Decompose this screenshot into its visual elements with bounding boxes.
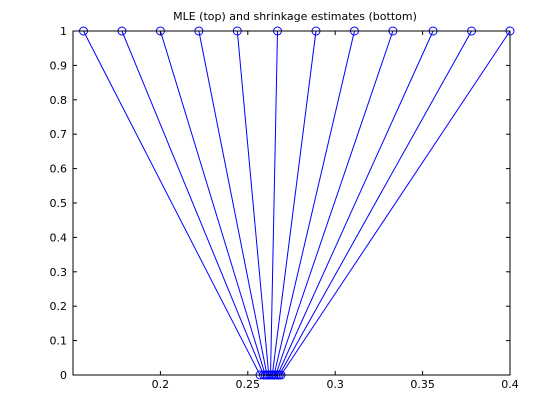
y-tick-label: 0.5 (50, 197, 68, 210)
x-tick-label: 0.2 (152, 378, 170, 391)
series-line-5 (236, 30, 270, 376)
series-line-9 (275, 30, 394, 376)
y-tick-label: 0.8 (50, 94, 68, 107)
series-line-12 (280, 30, 511, 376)
x-tick-label: 0.25 (236, 378, 261, 391)
y-tick-label: 0.1 (50, 335, 68, 348)
series-line-6 (270, 30, 279, 376)
series-line-4 (198, 30, 268, 376)
y-tick-label: 0.2 (50, 300, 68, 313)
x-tick-label: 0.3 (326, 378, 344, 391)
series-line-8 (273, 30, 355, 376)
x-tick-label: 0.4 (501, 378, 519, 391)
series-line-7 (271, 30, 317, 376)
y-tick-label: 0.7 (50, 128, 68, 141)
series-line-1 (83, 30, 261, 376)
y-tick-label: 0.3 (50, 266, 68, 279)
x-tick-label: 0.35 (410, 378, 435, 391)
y-tick-label: 0.9 (50, 59, 68, 72)
axes: 0.2 0.25 0.3 0.35 0.4 0 0.1 0.2 0.3 0.4 0.5 0.6 0.7 0… (50, 25, 519, 391)
y-tick-label: 1 (60, 25, 67, 38)
series-line-11 (278, 30, 472, 376)
y-tick-label: 0 (60, 369, 67, 382)
y-tick-label: 0.6 (50, 163, 68, 176)
series-line-3 (159, 30, 266, 376)
chart-title: MLE (top) and shrinkage estimates (botto… (173, 10, 417, 23)
y-tick-label: 0.4 (50, 231, 68, 244)
series-line-2 (121, 30, 264, 376)
series-line-10 (277, 30, 434, 376)
plot-area (73, 31, 510, 375)
